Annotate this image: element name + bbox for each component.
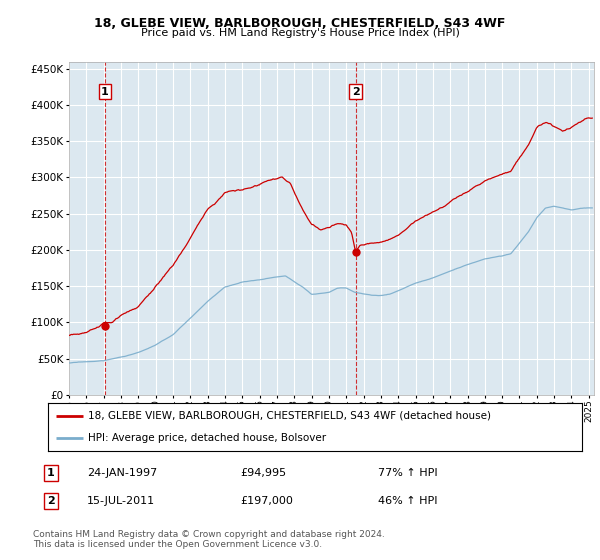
Text: Price paid vs. HM Land Registry's House Price Index (HPI): Price paid vs. HM Land Registry's House …	[140, 28, 460, 38]
Text: 15-JUL-2011: 15-JUL-2011	[87, 496, 155, 506]
Text: 2: 2	[47, 496, 55, 506]
Text: Contains HM Land Registry data © Crown copyright and database right 2024.
This d: Contains HM Land Registry data © Crown c…	[33, 530, 385, 549]
Text: 18, GLEBE VIEW, BARLBOROUGH, CHESTERFIELD, S43 4WF (detached house): 18, GLEBE VIEW, BARLBOROUGH, CHESTERFIEL…	[88, 410, 491, 421]
Text: 46% ↑ HPI: 46% ↑ HPI	[378, 496, 437, 506]
Text: 1: 1	[101, 87, 109, 96]
Text: 1: 1	[47, 468, 55, 478]
Text: 18, GLEBE VIEW, BARLBOROUGH, CHESTERFIELD, S43 4WF: 18, GLEBE VIEW, BARLBOROUGH, CHESTERFIEL…	[94, 17, 506, 30]
Text: 24-JAN-1997: 24-JAN-1997	[87, 468, 157, 478]
Text: £94,995: £94,995	[240, 468, 286, 478]
Text: 2: 2	[352, 87, 359, 96]
Text: HPI: Average price, detached house, Bolsover: HPI: Average price, detached house, Bols…	[88, 433, 326, 444]
Text: £197,000: £197,000	[240, 496, 293, 506]
Text: 77% ↑ HPI: 77% ↑ HPI	[378, 468, 437, 478]
